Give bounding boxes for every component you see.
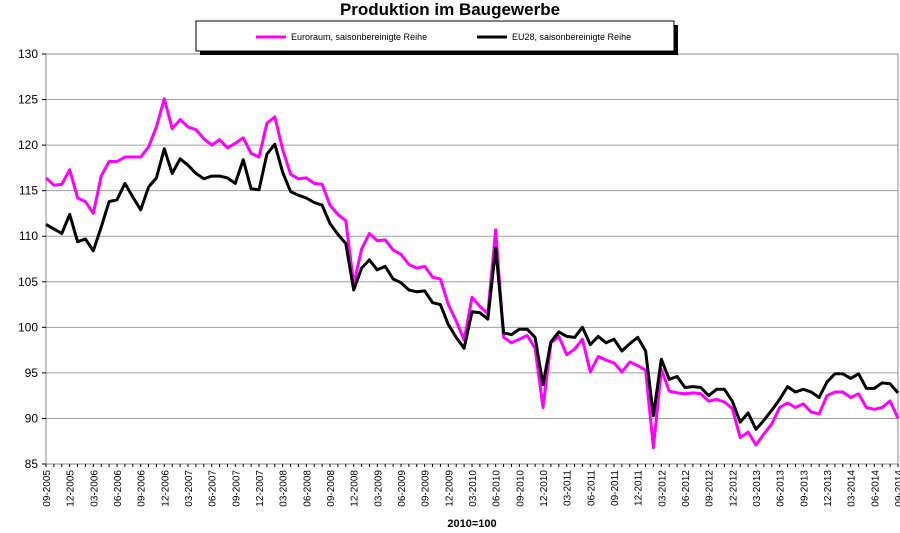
x-tick-label: 06-2010 xyxy=(492,470,503,507)
x-axis-label: 2010=100 xyxy=(447,518,496,530)
x-tick-label: 12-2005 xyxy=(66,470,77,507)
x-tick-label: 12-2012 xyxy=(728,470,739,507)
y-tick-label: 105 xyxy=(18,275,38,289)
y-tick-label: 110 xyxy=(19,229,38,243)
x-tick-label: 03-2011 xyxy=(563,470,574,506)
x-tick-label: 12-2011 xyxy=(634,470,645,506)
x-tick-label: 06-2008 xyxy=(302,470,313,507)
x-tick-label: 03-2013 xyxy=(752,470,763,507)
x-axis: 09-2005 12-2005 03-2006 06-2006 09-2006 12-20… xyxy=(42,464,900,507)
chart-title: Produktion im Baugewerbe xyxy=(339,0,561,19)
y-tick-label: 95 xyxy=(25,366,39,380)
x-tick-label: 03-2010 xyxy=(468,470,479,507)
y-tick-label: 100 xyxy=(18,320,38,334)
x-tick-label: 12-2009 xyxy=(444,470,455,507)
y-tick-label: 130 xyxy=(18,47,38,61)
x-tick-label: 03-2007 xyxy=(184,470,195,507)
x-tick-label: 12-2006 xyxy=(160,470,171,507)
x-tick-label: 03-2014 xyxy=(847,470,858,507)
y-tick-label: 90 xyxy=(25,411,39,425)
plot-area-border xyxy=(45,53,899,465)
x-tick-label: 03-2006 xyxy=(89,470,100,507)
x-tick-label: 09-2014 xyxy=(894,470,900,507)
x-tick-label: 09-2008 xyxy=(326,470,337,507)
x-tick-label: 09-2011 xyxy=(610,470,621,506)
x-tick-label: 09-2009 xyxy=(421,470,432,507)
x-tick-label: 03-2008 xyxy=(279,470,290,507)
x-tick-label: 06-2012 xyxy=(681,470,692,507)
y-tick-label: 85 xyxy=(25,457,39,471)
x-tick-label: 12-2010 xyxy=(539,470,550,507)
x-tick-label: 06-2006 xyxy=(113,470,124,507)
x-tick-label: 03-2009 xyxy=(373,470,384,507)
legend: Euroraum, saisonbereinigte Reihe EU28, s… xyxy=(195,20,678,55)
x-tick-label: 06-2009 xyxy=(397,470,408,507)
x-tick-label: 09-2007 xyxy=(231,470,242,507)
x-tick-label: 09-2010 xyxy=(515,470,526,507)
x-tick-label: 12-2008 xyxy=(350,470,361,507)
x-tick-label: 12-2007 xyxy=(255,470,266,507)
x-tick-label: 09-2005 xyxy=(42,470,53,507)
x-tick-label: 06-2011 xyxy=(586,470,597,506)
x-tick-label: 09-2012 xyxy=(705,470,716,507)
series-line-eu28 xyxy=(45,142,900,431)
gridlines xyxy=(46,53,898,465)
y-tick-label: 125 xyxy=(18,93,38,107)
y-tick-label: 115 xyxy=(19,184,38,198)
x-tick-label: 06-2013 xyxy=(776,470,787,507)
x-tick-label: 06-2014 xyxy=(870,470,881,507)
x-tick-label: 09-2013 xyxy=(799,470,810,507)
x-tick-label: 12-2013 xyxy=(823,470,834,507)
x-tick-label: 06-2007 xyxy=(208,470,219,507)
x-tick-label: 09-2006 xyxy=(137,470,148,507)
legend-label-euroraum: Euroraum, saisonbereinigte Reihe xyxy=(291,32,427,42)
y-tick-label: 120 xyxy=(18,138,38,152)
y-axis: 85 90 95 100 105 110 115 120 125 130 xyxy=(18,47,46,471)
series-lines xyxy=(44,97,900,450)
x-tick-label: 03-2012 xyxy=(657,470,668,507)
series-line-euroraum xyxy=(44,97,900,450)
legend-label-eu28: EU28, saisonbereinigte Reihe xyxy=(512,32,631,42)
